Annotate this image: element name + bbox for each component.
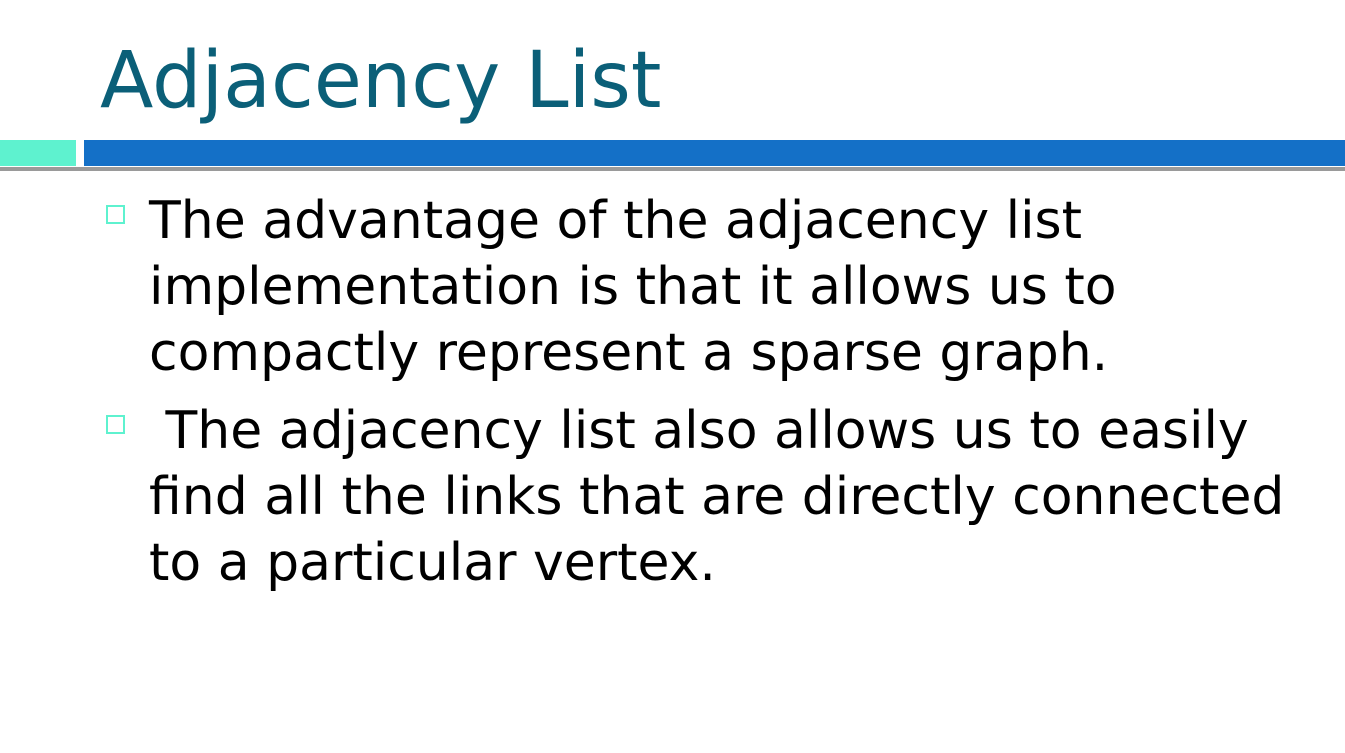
title-bar <box>84 140 1345 166</box>
bullet-item: The adjacency list also allows us to eas… <box>100 398 1300 596</box>
slide-title: Adjacency List <box>100 36 662 126</box>
title-rule <box>0 167 1345 171</box>
bullet-list: The advantage of the adjacency list impl… <box>100 188 1300 608</box>
accent-block <box>0 140 76 166</box>
bullet-text: The adjacency list also allows us to eas… <box>149 401 1301 593</box>
square-bullet-icon <box>106 205 125 224</box>
bullet-item: The advantage of the adjacency list impl… <box>100 188 1300 386</box>
bullet-text: The advantage of the adjacency list impl… <box>149 191 1134 383</box>
square-bullet-icon <box>106 415 125 434</box>
